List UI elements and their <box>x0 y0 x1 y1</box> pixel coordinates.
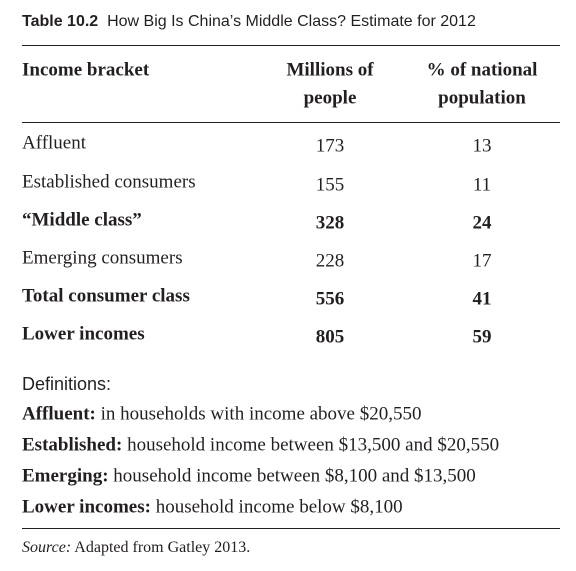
column-header: population <box>438 87 526 109</box>
definition: Established: household income between $1… <box>22 436 499 455</box>
cell-value: 59 <box>472 326 492 348</box>
definition: Emerging: household income between $8,10… <box>22 467 476 486</box>
column-header: Millions of <box>286 59 374 81</box>
definition-text: household income below $8,100 <box>155 496 403 518</box>
cell-value: 13 <box>472 135 492 157</box>
row-label: Total consumer class <box>22 285 190 307</box>
cell-value: 556 <box>315 288 345 310</box>
definition-text: household income between $13,500 and $20… <box>127 434 500 456</box>
definition-term: Emerging: <box>22 465 109 487</box>
table-number: Table 10.2 <box>22 13 99 30</box>
definitions-label: Definitions: <box>22 374 112 394</box>
rule <box>22 528 560 529</box>
row-label: Affluent <box>22 132 87 154</box>
cell-value: 17 <box>472 250 492 272</box>
row-label: Established consumers <box>22 171 196 193</box>
title-text: How Big Is China’s Middle Class? Estimat… <box>107 13 476 30</box>
definition-text: in households with income above $20,550 <box>100 403 422 425</box>
source: Source: Adapted from Gatley 2013. <box>22 540 250 556</box>
cell-value: 155 <box>315 174 345 196</box>
source-text: Adapted from Gatley 2013. <box>74 539 251 556</box>
definition-term: Affluent: <box>22 403 96 425</box>
row-label: “Middle class” <box>22 209 142 231</box>
cell-value: 41 <box>472 288 492 310</box>
cell-value: 24 <box>472 212 492 234</box>
definition: Affluent: in households with income abov… <box>22 405 422 424</box>
definition: Lower incomes: household income below $8… <box>22 498 403 517</box>
column-header: % of national <box>426 59 538 81</box>
cell-value: 328 <box>315 212 345 234</box>
cell-value: 228 <box>315 250 345 272</box>
source-label: Source: <box>22 539 72 556</box>
cell-value: 11 <box>472 174 492 196</box>
rule <box>22 122 560 123</box>
cell-value: 173 <box>315 135 345 157</box>
definition-term: Established: <box>22 434 123 456</box>
column-header: people <box>303 87 357 109</box>
definition-term: Lower incomes: <box>22 496 151 518</box>
definition-text: household income between $8,100 and $13,… <box>113 465 476 487</box>
row-label: Emerging consumers <box>22 247 183 269</box>
cell-value: 805 <box>315 326 345 348</box>
table-title: Table 10.2 How Big Is China’s Middle Cla… <box>22 14 476 30</box>
column-header: Income bracket <box>22 59 150 81</box>
row-label: Lower incomes <box>22 323 145 345</box>
rule <box>22 45 560 46</box>
